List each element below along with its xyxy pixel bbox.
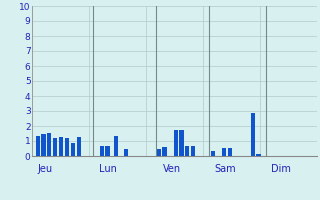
Bar — [105, 146, 110, 156]
Bar — [59, 137, 63, 156]
Bar — [36, 136, 40, 156]
Text: Lun: Lun — [99, 164, 117, 174]
Bar — [222, 148, 226, 156]
Text: Dim: Dim — [271, 164, 291, 174]
Bar — [180, 130, 184, 156]
Text: Sam: Sam — [214, 164, 236, 174]
Bar — [41, 134, 45, 156]
Bar — [211, 151, 215, 156]
Bar — [191, 146, 195, 156]
Bar — [156, 148, 161, 156]
Bar — [53, 138, 58, 156]
Bar — [65, 138, 69, 156]
Bar — [77, 137, 81, 156]
Bar — [71, 142, 76, 156]
Text: Jeu: Jeu — [38, 164, 53, 174]
Bar — [251, 113, 255, 156]
Bar — [228, 148, 232, 156]
Bar — [100, 146, 104, 156]
Bar — [162, 147, 167, 156]
Bar — [174, 130, 178, 156]
Bar — [185, 146, 189, 156]
Bar — [47, 133, 51, 156]
Text: Ven: Ven — [163, 164, 181, 174]
Bar — [124, 149, 128, 156]
Bar — [256, 154, 260, 156]
Bar — [114, 136, 118, 156]
